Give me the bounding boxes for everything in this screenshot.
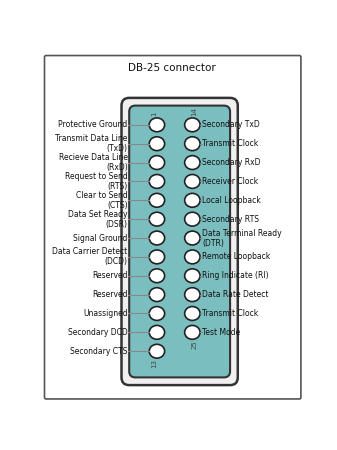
Ellipse shape	[149, 137, 165, 151]
Ellipse shape	[149, 212, 165, 226]
Ellipse shape	[149, 231, 165, 245]
Ellipse shape	[149, 250, 165, 264]
Text: Transmit Data Line
(TxD): Transmit Data Line (TxD)	[55, 134, 128, 153]
Ellipse shape	[149, 325, 165, 339]
Text: Remote Loopback: Remote Loopback	[202, 252, 271, 261]
Text: Test Mode: Test Mode	[202, 328, 241, 337]
FancyBboxPatch shape	[122, 98, 238, 385]
Ellipse shape	[149, 156, 165, 170]
Text: Signal Ground: Signal Ground	[73, 234, 128, 243]
Text: Clear to Send
(CTS): Clear to Send (CTS)	[76, 191, 128, 210]
Text: Secondary RxD: Secondary RxD	[202, 158, 261, 167]
Text: Data Carrier Detect
(DCD): Data Carrier Detect (DCD)	[53, 248, 128, 266]
Text: Reserved: Reserved	[92, 290, 128, 299]
Ellipse shape	[185, 269, 200, 283]
Text: Recieve Data Line
(RxD): Recieve Data Line (RxD)	[59, 153, 128, 172]
Text: Data Terminal Ready
(DTR): Data Terminal Ready (DTR)	[202, 229, 282, 248]
Text: Ring Indicate (RI): Ring Indicate (RI)	[202, 271, 269, 280]
Ellipse shape	[185, 156, 200, 170]
FancyBboxPatch shape	[129, 106, 230, 378]
Text: Request to Send
(RTS): Request to Send (RTS)	[65, 172, 128, 191]
Text: 14: 14	[192, 107, 198, 116]
Ellipse shape	[185, 288, 200, 302]
Text: Secondary RTS: Secondary RTS	[202, 215, 259, 224]
Ellipse shape	[185, 231, 200, 245]
Text: Receiver Clock: Receiver Clock	[202, 177, 258, 186]
FancyBboxPatch shape	[44, 55, 301, 399]
Ellipse shape	[185, 250, 200, 264]
Ellipse shape	[185, 137, 200, 151]
Text: DB-25 connector: DB-25 connector	[128, 63, 216, 73]
Ellipse shape	[149, 118, 165, 132]
Text: Secondary DCD: Secondary DCD	[68, 328, 128, 337]
Ellipse shape	[149, 269, 165, 283]
Ellipse shape	[185, 212, 200, 226]
Ellipse shape	[185, 306, 200, 320]
Text: Secondary CTS: Secondary CTS	[70, 346, 128, 356]
Ellipse shape	[149, 344, 165, 358]
Ellipse shape	[185, 325, 200, 339]
Text: Secondary TxD: Secondary TxD	[202, 120, 260, 129]
Ellipse shape	[185, 194, 200, 207]
Ellipse shape	[149, 194, 165, 207]
Text: Local Loopback: Local Loopback	[202, 196, 261, 205]
Text: Reserved: Reserved	[92, 271, 128, 280]
Text: Transmit Clock: Transmit Clock	[202, 309, 258, 318]
Ellipse shape	[149, 175, 165, 189]
Text: Protective Ground: Protective Ground	[58, 120, 128, 129]
Ellipse shape	[149, 288, 165, 302]
Ellipse shape	[185, 175, 200, 189]
Text: Data Rate Detect: Data Rate Detect	[202, 290, 269, 299]
Text: Transmit Clock: Transmit Clock	[202, 139, 258, 148]
Text: 13: 13	[152, 359, 158, 368]
Text: Data Set Ready
(DSR): Data Set Ready (DSR)	[68, 210, 128, 229]
Ellipse shape	[149, 306, 165, 320]
Text: 1: 1	[152, 111, 158, 116]
Text: 25: 25	[192, 340, 198, 349]
Text: Unassigned: Unassigned	[83, 309, 128, 318]
Ellipse shape	[185, 118, 200, 132]
